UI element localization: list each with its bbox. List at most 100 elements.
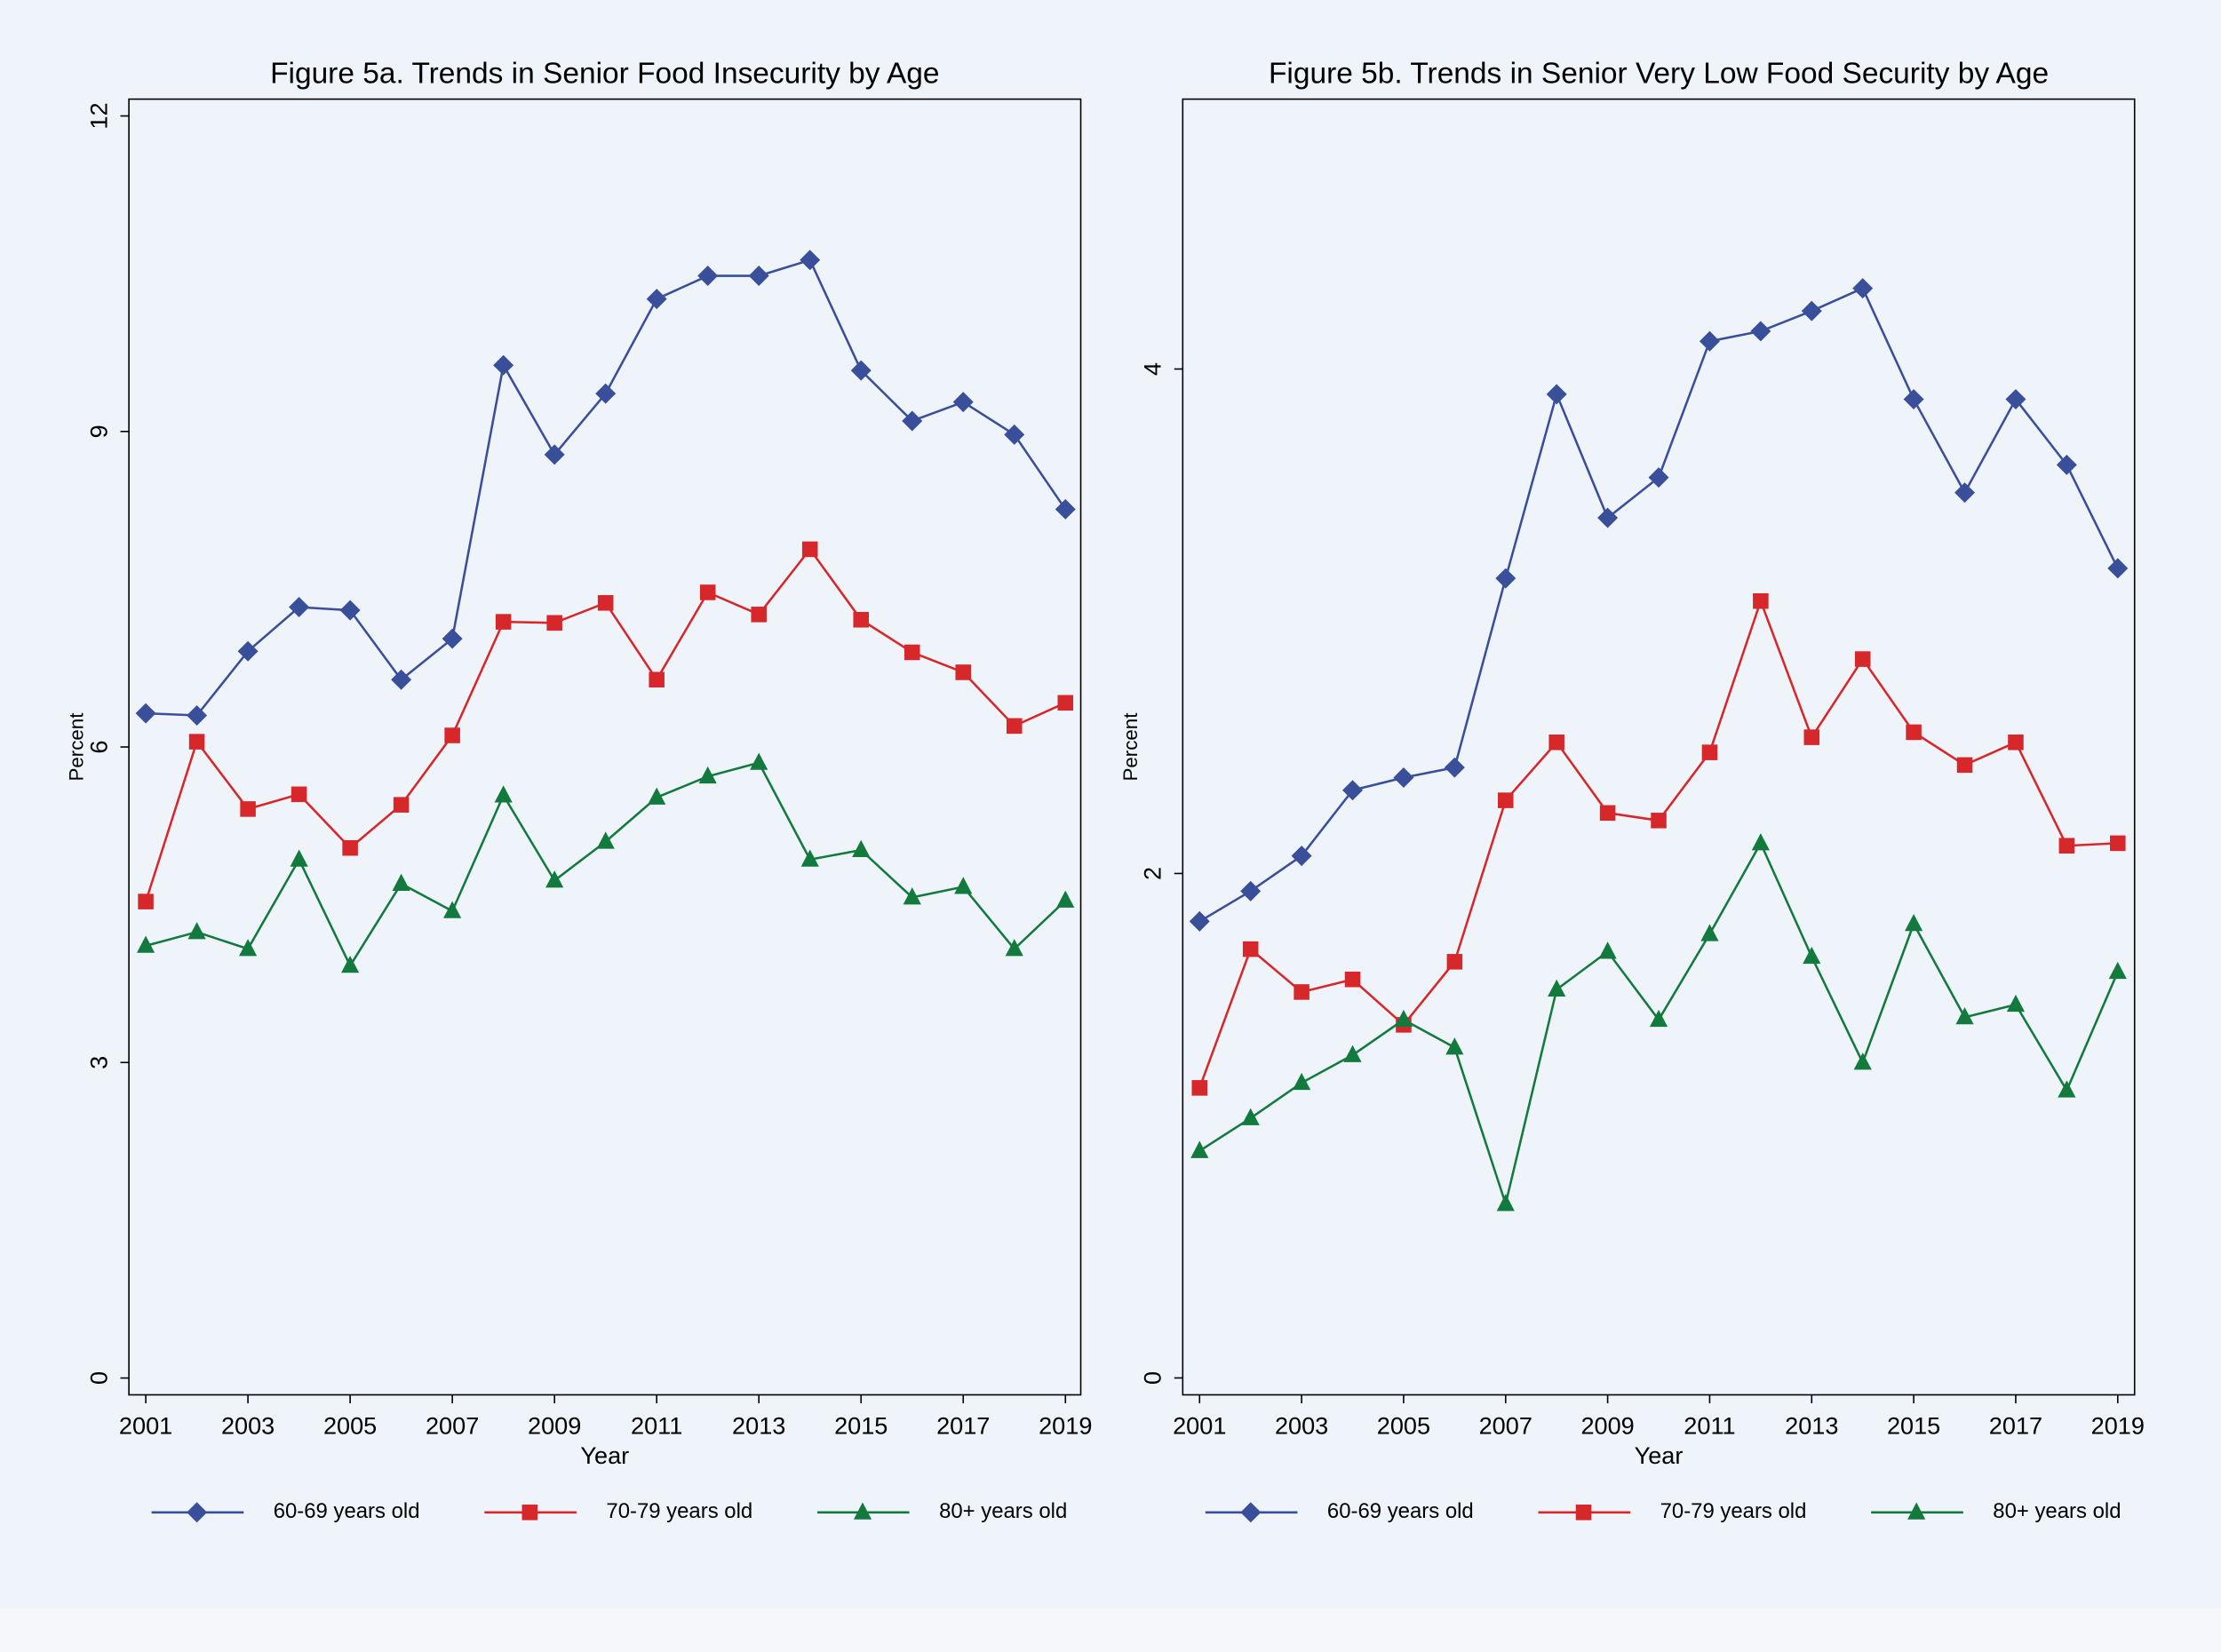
data-point (1598, 941, 1617, 959)
data-point (136, 935, 155, 953)
data-point (800, 250, 821, 271)
data-point (853, 611, 869, 628)
data-point (442, 628, 463, 649)
x-axis-title: Year (580, 1442, 629, 1469)
data-point (1498, 792, 1514, 808)
x-tick-label: 2003 (1275, 1411, 1328, 1439)
data-point (955, 664, 972, 680)
data-point (698, 766, 717, 784)
data-point (443, 901, 462, 918)
data-point (1189, 910, 1210, 932)
legend-label: 70-79 years old (1660, 1499, 1807, 1523)
y-axis-title: Percent (66, 712, 88, 782)
data-point (2107, 558, 2129, 579)
data-point (392, 873, 410, 891)
data-point (1241, 1108, 1260, 1125)
data-point (1005, 939, 1023, 957)
y-tick-label: 0 (1139, 1371, 1166, 1385)
x-tick-label: 2019 (1039, 1411, 1092, 1439)
data-point (1699, 330, 1720, 352)
data-point (648, 787, 666, 805)
legend-marker (1240, 1502, 1262, 1523)
data-point (1444, 757, 1465, 778)
data-point (1548, 979, 1566, 997)
data-point (1753, 592, 1769, 609)
data-point (2056, 454, 2077, 475)
x-axis-title: Year (1635, 1442, 1684, 1469)
x-tick-label: 2011 (631, 1411, 682, 1439)
data-point (1445, 1037, 1464, 1055)
y-tick-label: 2 (1139, 867, 1166, 880)
y-tick-label: 4 (1139, 362, 1166, 376)
data-point (903, 887, 921, 905)
data-point (2058, 838, 2075, 854)
data-point (1750, 321, 1771, 342)
plot-area (1182, 98, 2136, 1396)
data-point (187, 705, 208, 727)
data-point (289, 597, 310, 618)
data-point (699, 584, 716, 600)
y-axis-title: Percent (1119, 712, 1142, 782)
data-point (1495, 568, 1516, 589)
data-point (391, 669, 412, 690)
data-point (801, 541, 818, 558)
data-point (902, 410, 923, 432)
data-point (1649, 1009, 1668, 1028)
data-point (2005, 389, 2026, 410)
data-point (1599, 805, 1616, 822)
y-tick-label: 9 (84, 425, 112, 438)
data-point (291, 786, 307, 803)
data-point (1006, 718, 1023, 735)
data-point (1548, 735, 1564, 751)
data-point (1648, 467, 1669, 488)
legend-marker (187, 1502, 208, 1523)
data-point (1291, 846, 1312, 867)
data-point (595, 383, 617, 404)
data-point (237, 640, 259, 662)
data-point (1342, 780, 1364, 801)
data-point (1700, 924, 1719, 941)
x-tick-label: 2017 (936, 1411, 990, 1439)
x-tick-label: 2013 (732, 1411, 785, 1439)
data-point (495, 614, 512, 630)
data-point (1446, 954, 1463, 970)
data-point (1803, 946, 1821, 965)
x-tick-label: 2015 (834, 1411, 888, 1439)
data-point (1294, 984, 1310, 1000)
data-point (1903, 389, 1924, 410)
data-point (187, 922, 206, 940)
data-point (1751, 833, 1770, 851)
y-tick-label: 0 (84, 1371, 112, 1385)
data-point (1343, 1044, 1362, 1062)
data-point (1852, 278, 1874, 299)
x-tick-label: 2019 (2091, 1411, 2145, 1439)
data-point (546, 615, 562, 631)
data-point (596, 831, 615, 849)
data-point (138, 894, 154, 909)
data-point (1801, 300, 1822, 322)
data-point (1954, 482, 1976, 504)
legend-label: 60-69 years old (1327, 1499, 1474, 1523)
data-point (1956, 757, 1973, 774)
legend-marker (853, 1502, 872, 1520)
x-tick-label: 2005 (1377, 1411, 1430, 1439)
data-point (1651, 813, 1667, 829)
data-point (1701, 744, 1718, 760)
data-point (852, 839, 871, 858)
x-tick-label: 2013 (1785, 1411, 1838, 1439)
data-point (1056, 890, 1075, 908)
legend-label: 60-69 years old (274, 1499, 420, 1523)
data-point (2058, 1080, 2076, 1098)
x-tick-label: 2011 (1684, 1411, 1735, 1439)
data-point (2008, 735, 2024, 751)
data-point (135, 703, 156, 724)
data-point (1955, 1007, 1974, 1025)
data-point (1057, 695, 1074, 711)
data-point (646, 289, 667, 310)
data-point (1597, 507, 1619, 528)
plot-area (128, 98, 1082, 1396)
data-point (952, 392, 974, 413)
x-tick-label: 2017 (1989, 1411, 2042, 1439)
data-point (750, 752, 768, 770)
data-point (2108, 961, 2127, 980)
